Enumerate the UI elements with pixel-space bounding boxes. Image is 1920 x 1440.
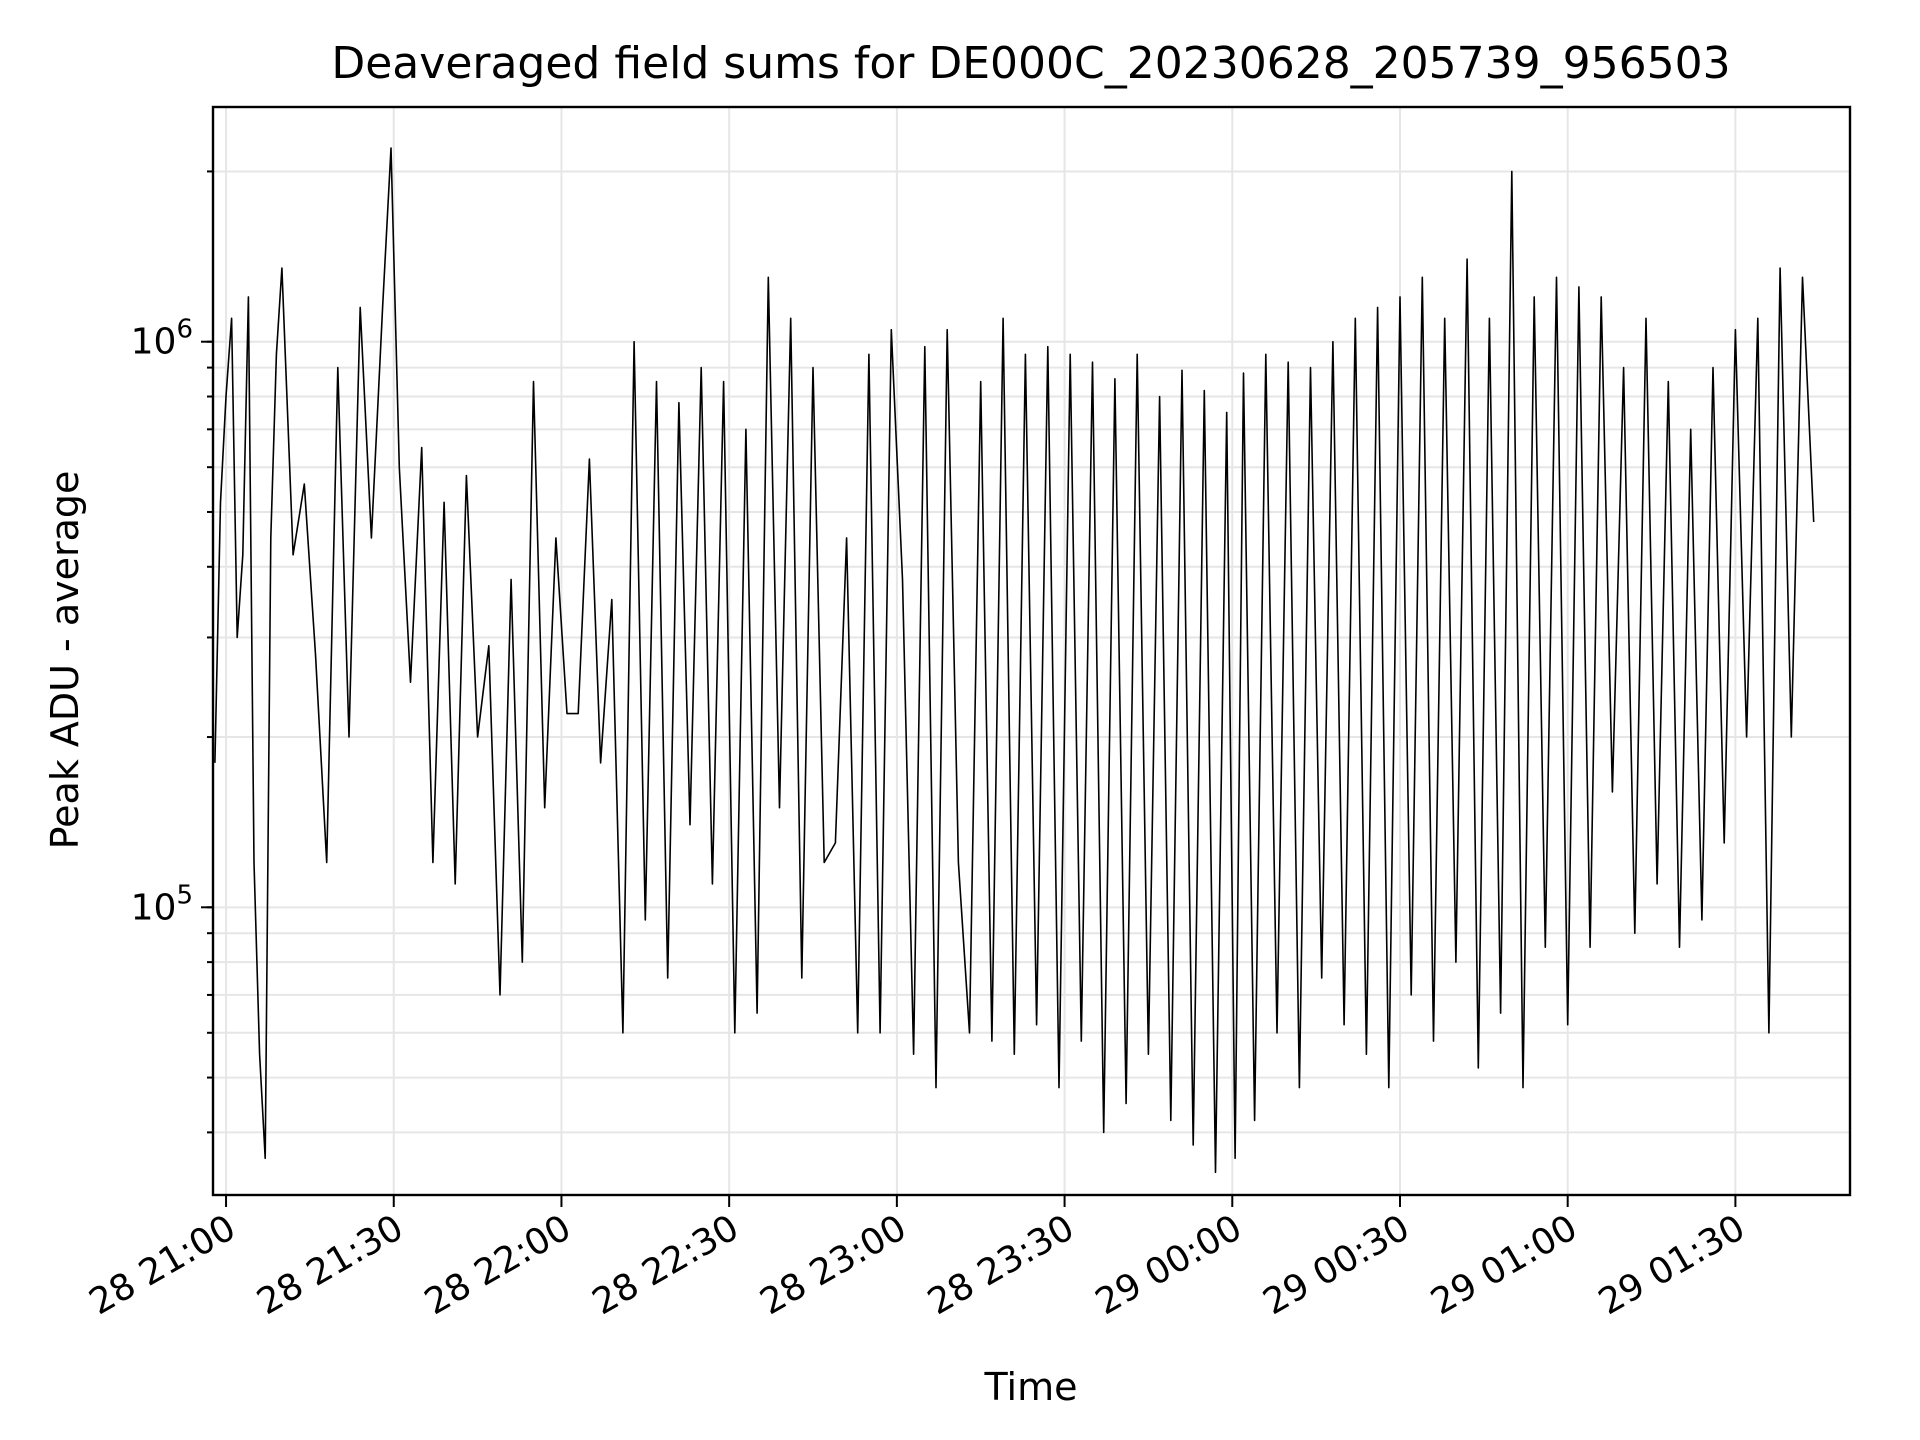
x-tick-label: 29 00:30 <box>1257 1207 1417 1323</box>
x-tick-label: 28 23:30 <box>921 1207 1081 1323</box>
y-axis-ticks: 105 106 <box>131 170 213 1134</box>
x-tick-label: 29 00:00 <box>1089 1207 1249 1323</box>
x-tick-label: 28 21:30 <box>250 1207 410 1323</box>
y-axis-label: Peak ADU - average <box>43 471 87 850</box>
data-series <box>214 147 1815 1174</box>
chart-title: Deaveraged field sums for DE000C_2023062… <box>331 38 1730 89</box>
x-tick-label: 29 01:30 <box>1592 1207 1752 1323</box>
x-axis-ticks: 28 21:00 28 21:30 28 22:00 28 22:30 28 23:00… <box>83 1195 1752 1323</box>
x-tick-label: 28 22:00 <box>418 1207 578 1323</box>
x-axis-label: Time <box>984 1365 1078 1409</box>
series-line <box>214 147 1815 1174</box>
x-tick-label: 28 23:00 <box>753 1207 913 1323</box>
y-tick-label: 106 <box>131 315 193 363</box>
y-tick-label: 105 <box>131 880 193 928</box>
axes <box>211 105 1852 1197</box>
x-tick-label: 28 22:30 <box>586 1207 746 1323</box>
plot-frame <box>211 105 1852 1197</box>
x-tick-label: 29 01:00 <box>1424 1207 1584 1323</box>
grid-lines <box>213 107 1850 1195</box>
x-tick-label: 28 21:00 <box>83 1207 243 1323</box>
